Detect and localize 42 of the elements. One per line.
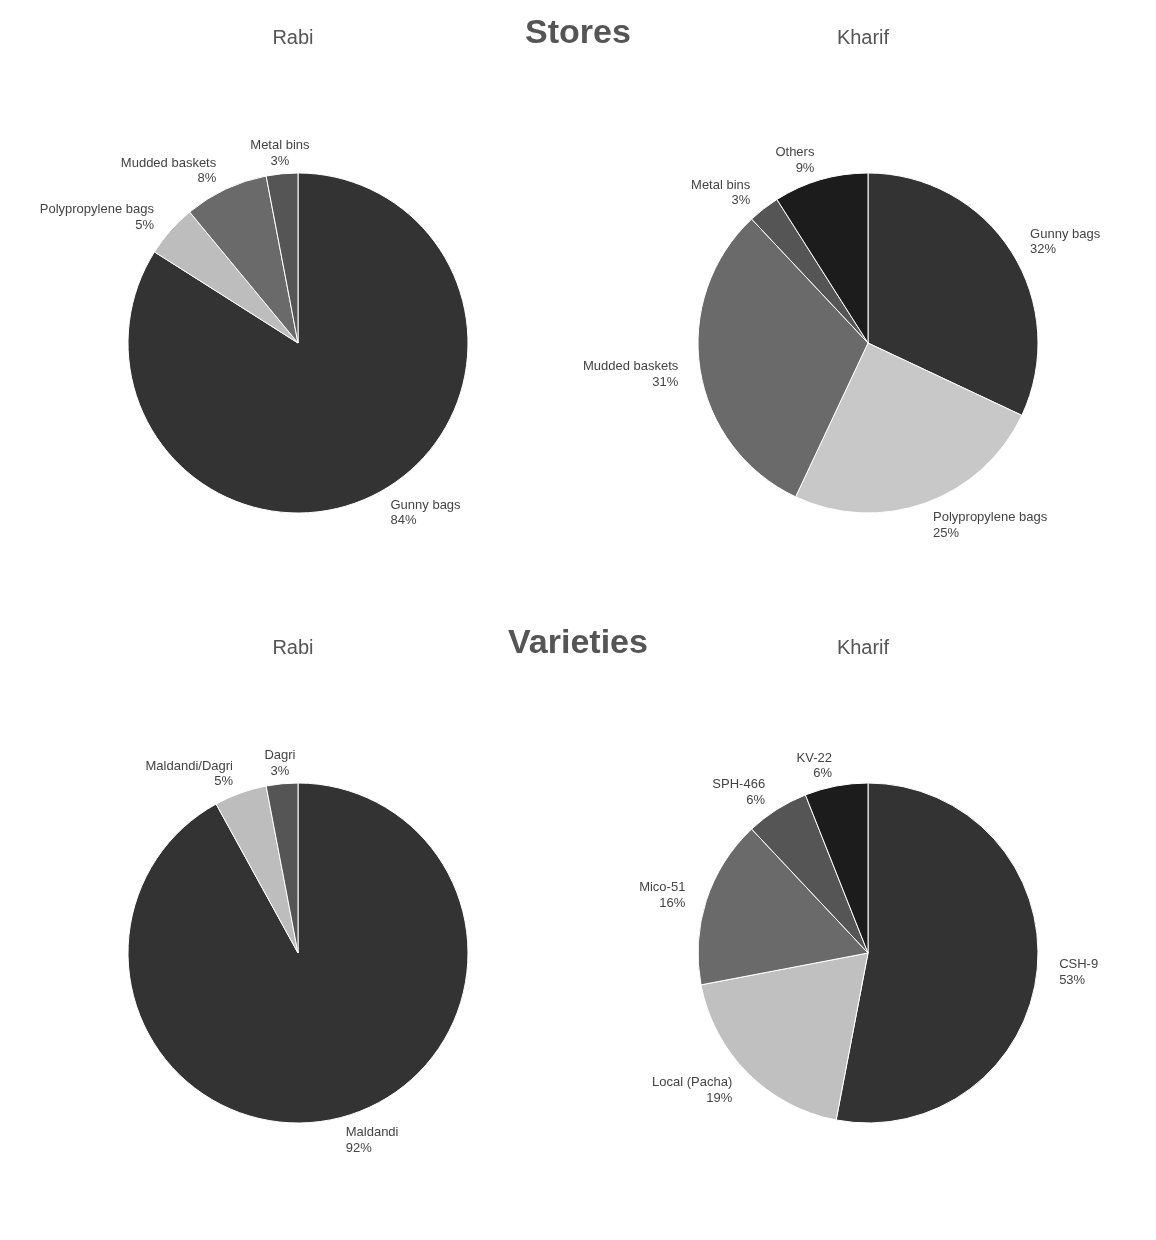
slice-label: Metal bins: [691, 176, 751, 192]
text: Stores: [524, 12, 632, 51]
data-label: 5%: [135, 217, 155, 233]
slice-label: Dagri: [264, 747, 296, 763]
data-label: 5%: [214, 773, 234, 789]
chart-title: Rabi: [272, 636, 314, 658]
slice-label: Maldandi/Dagri: [145, 757, 234, 773]
data-label: 6%: [813, 765, 833, 781]
pie-slice: [215, 785, 299, 954]
slice-label: KV-22: [796, 749, 833, 765]
data-label: 8%: [197, 170, 217, 186]
data-label: 3%: [731, 192, 751, 208]
slice-label: Polypropylene bags: [933, 509, 1048, 525]
chart-title: Rabi: [272, 26, 314, 48]
slice-label: Others: [775, 144, 815, 160]
slice-label: Gunny bags: [1030, 225, 1101, 241]
data-label: 19%: [706, 1089, 733, 1105]
data-label: 3%: [270, 762, 290, 778]
data-label: 3%: [270, 152, 290, 168]
slice-label: Mudded baskets: [582, 358, 679, 374]
slice-label: Maldandi: [345, 1124, 399, 1140]
slice-label: Local (Pacha): [652, 1074, 733, 1090]
data-label: 31%: [652, 374, 679, 390]
slice-label: SPH-466: [712, 776, 766, 792]
slice-label: Mico-51: [639, 879, 686, 895]
slice-label: Gunny bags: [390, 496, 462, 512]
data-label: 53%: [1059, 972, 1086, 988]
data-label: 6%: [746, 791, 766, 807]
slice-label: Polypropylene bags: [39, 201, 155, 217]
data-label: 25%: [933, 524, 960, 540]
slice-label: Metal bins: [250, 137, 311, 153]
pie-slice: [127, 172, 469, 514]
data-label: 16%: [659, 894, 686, 910]
slice-label: CSH-9: [1059, 956, 1099, 972]
text: Varieties: [507, 622, 649, 661]
data-label: 32%: [1030, 241, 1057, 257]
chart-title: Kharif: [836, 26, 890, 48]
data-label: 92%: [345, 1139, 373, 1155]
chart-title: Kharif: [836, 636, 890, 658]
data-label: 9%: [795, 159, 815, 175]
data-label: 84%: [390, 512, 417, 528]
slice-label: Mudded baskets: [120, 154, 217, 170]
